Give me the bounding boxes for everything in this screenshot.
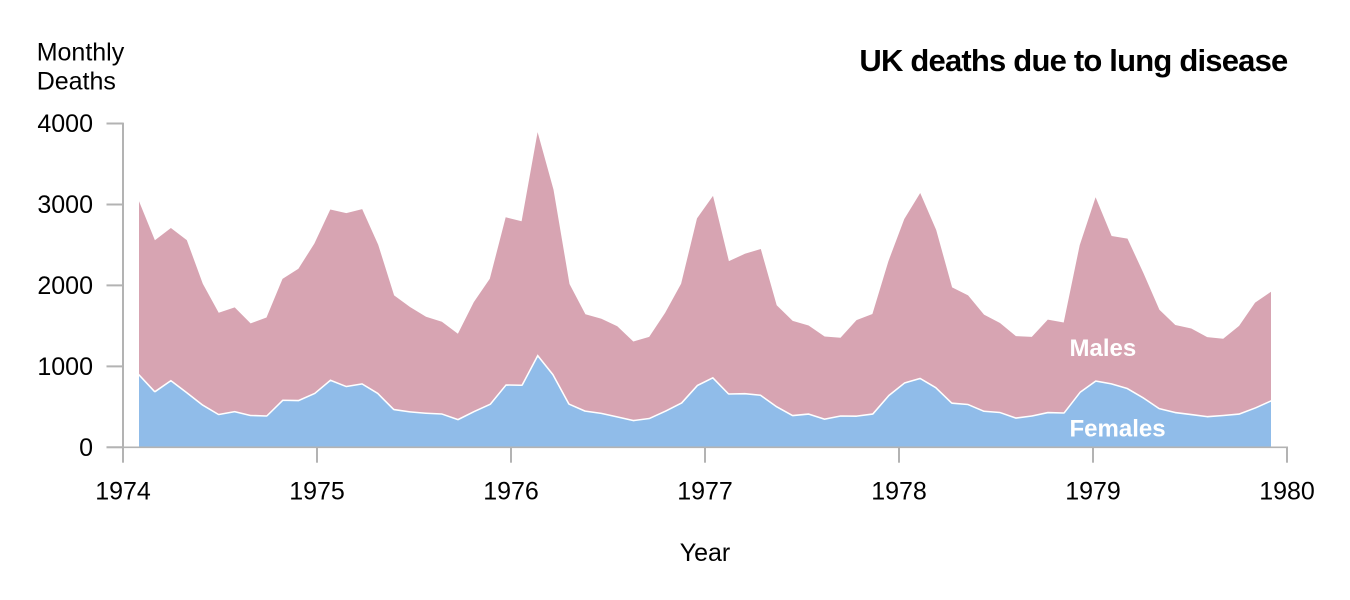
svg-text:UK deaths due to lung disease: UK deaths due to lung disease xyxy=(859,43,1288,78)
svg-text:Females: Females xyxy=(1070,415,1166,442)
svg-text:2000: 2000 xyxy=(37,272,93,300)
svg-text:3000: 3000 xyxy=(37,191,93,219)
svg-text:1979: 1979 xyxy=(1065,478,1121,506)
svg-text:Males: Males xyxy=(1070,335,1137,362)
svg-text:Year: Year xyxy=(680,539,731,567)
svg-text:1974: 1974 xyxy=(95,478,151,506)
svg-text:4000: 4000 xyxy=(37,110,93,138)
svg-text:1980: 1980 xyxy=(1259,478,1315,506)
svg-text:1978: 1978 xyxy=(871,478,927,506)
svg-text:1000: 1000 xyxy=(37,353,93,381)
svg-text:1977: 1977 xyxy=(677,478,733,506)
svg-text:1976: 1976 xyxy=(483,478,539,506)
svg-text:Monthly: Monthly xyxy=(37,38,125,66)
svg-text:0: 0 xyxy=(79,434,93,462)
svg-text:1975: 1975 xyxy=(289,478,345,506)
svg-text:Deaths: Deaths xyxy=(37,67,116,95)
